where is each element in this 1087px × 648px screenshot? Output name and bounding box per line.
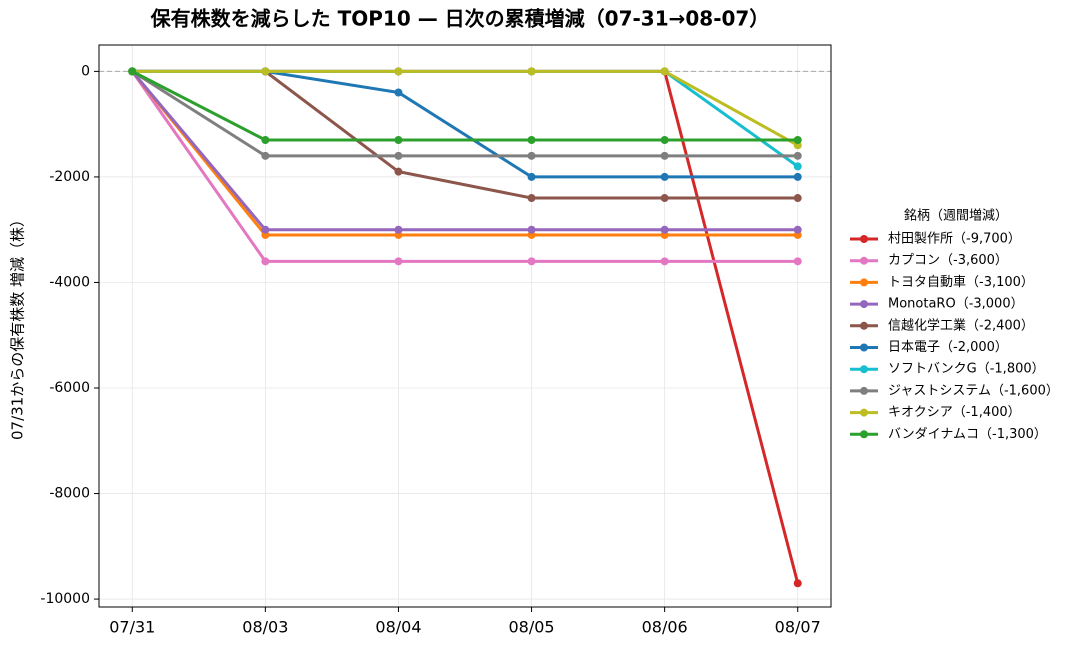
data-point: [793, 135, 802, 144]
legend-marker: [860, 235, 868, 243]
legend-marker: [860, 321, 868, 330]
y-tick-label: -6000: [49, 380, 90, 396]
series-line: [131, 70, 798, 237]
data-point: [660, 194, 669, 203]
data-point: [261, 135, 270, 144]
data-point: [527, 225, 536, 234]
series-line: [131, 70, 798, 142]
y-tick-label: 0: [81, 63, 90, 79]
data-point: [394, 151, 403, 160]
data-point: [527, 194, 536, 203]
x-tick-label: 08/06: [642, 618, 688, 637]
legend-marker: [860, 365, 868, 374]
legend-label: バンダイナムコ（-1,300）: [888, 427, 1047, 442]
data-point: [394, 88, 403, 97]
data-point: [394, 67, 403, 76]
plot-frame: [98, 44, 832, 608]
data-point: [793, 225, 802, 234]
x-tick-label: 07/31: [109, 618, 155, 637]
legend-marker: [860, 300, 868, 309]
legend-label: トヨタ自動車（-3,100）: [888, 275, 1034, 290]
legend-marker: [860, 278, 868, 287]
legend-marker: [860, 408, 868, 417]
y-tick-label: -8000: [49, 486, 90, 502]
legend-label: 信越化学工業（-2,400）: [888, 317, 1034, 333]
legend-label: 日本電子（-2,000）: [888, 340, 1008, 355]
data-point: [261, 151, 270, 160]
data-point: [394, 225, 403, 234]
data-point: [793, 194, 802, 203]
legend-label: カプコン（-3,600）: [888, 253, 1008, 268]
y-axis-label: 07/31からの保有株数 増減（株）: [9, 212, 27, 440]
data-point: [527, 135, 536, 144]
legend-label: MonotaRO（-3,000）: [888, 297, 1024, 312]
legend-label: ジャストシステム（-1,600）: [888, 383, 1059, 398]
legend-marker: [860, 386, 868, 395]
data-point: [793, 151, 802, 160]
y-tick-label: -2000: [49, 169, 90, 185]
data-point: [527, 151, 536, 160]
data-point: [261, 67, 270, 76]
x-tick-label: 08/04: [375, 618, 421, 637]
data-point: [394, 135, 403, 144]
data-point: [394, 257, 403, 266]
data-point: [660, 225, 669, 234]
series-line: [132, 69, 799, 168]
legend-label: ソフトバンクG（-1,800）: [888, 362, 1045, 377]
data-point: [527, 257, 536, 266]
data-point: [527, 67, 536, 76]
legend-marker: [860, 256, 868, 265]
legend-label: 村田製作所（-9,700）: [888, 232, 1021, 247]
data-point: [128, 67, 137, 76]
data-point: [660, 257, 669, 266]
data-point: [660, 172, 669, 181]
x-tick-label: 08/05: [508, 618, 554, 637]
data-point: [261, 257, 270, 266]
series-line: [131, 70, 798, 158]
data-point: [793, 172, 802, 181]
data-point: [660, 135, 669, 144]
data-point: [261, 225, 270, 234]
legend-marker: [860, 343, 868, 352]
series-line: [131, 70, 798, 263]
data-point: [394, 167, 403, 176]
y-tick-label: -10000: [40, 591, 90, 607]
data-point: [793, 257, 802, 266]
x-tick-label: 08/07: [775, 618, 821, 637]
data-point: [793, 162, 802, 171]
data-point: [660, 151, 669, 160]
legend-marker: [860, 430, 868, 439]
data-point: [527, 172, 536, 181]
legend-title: 銘柄（週間増減）: [904, 208, 1008, 224]
y-tick-label: -4000: [49, 274, 90, 290]
chart-title: 保有株数を減らした TOP10 — 日次の累積増減（07-31→08-07）: [150, 7, 770, 31]
series-line: [132, 69, 799, 147]
legend-label: キオクシア（-1,400）: [888, 405, 1021, 420]
data-point: [793, 579, 802, 588]
series-line: [131, 70, 798, 232]
data-point: [660, 67, 669, 76]
series-line: [132, 69, 800, 584]
x-tick-label: 08/03: [242, 618, 288, 637]
